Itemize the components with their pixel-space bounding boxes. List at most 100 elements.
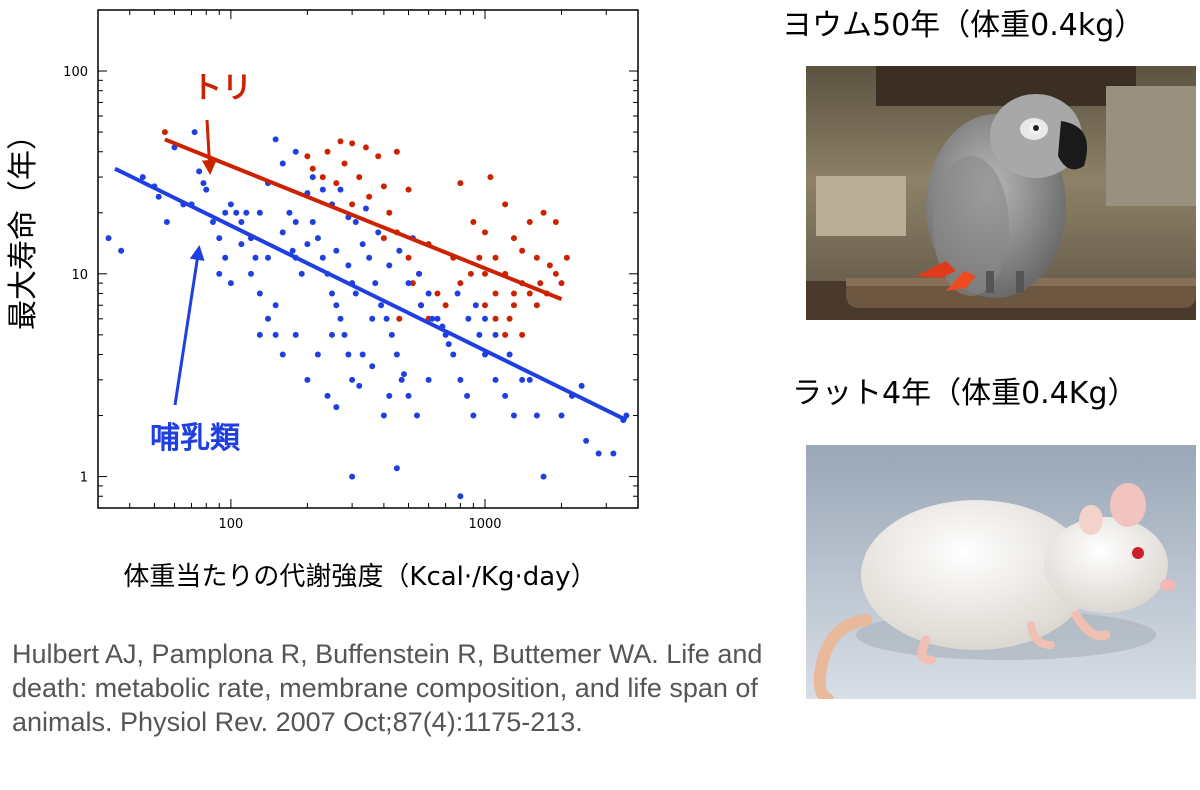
data-point-mammal — [492, 331, 499, 338]
parrot-title: ヨウム50年（体重0.4kg） — [782, 8, 1145, 43]
fit-line-mammal — [114, 166, 628, 422]
data-point-mammal — [329, 331, 336, 338]
data-point-bird — [546, 262, 553, 269]
data-point-bird — [519, 331, 526, 338]
plot-border — [97, 9, 639, 509]
data-point-mammal — [304, 241, 311, 248]
data-point-mammal — [359, 351, 366, 358]
data-point-mammal — [272, 331, 279, 338]
data-point-bird — [457, 180, 464, 187]
data-point-mammal — [286, 209, 293, 216]
x-tick-label: 100 — [218, 517, 243, 532]
data-point-bird — [333, 180, 340, 187]
data-point-mammal — [304, 376, 311, 383]
data-point-mammal — [196, 168, 203, 175]
data-point-mammal — [380, 412, 387, 419]
data-point-bird — [526, 219, 533, 226]
data-point-bird — [502, 331, 509, 338]
annotation-arrow-birds — [201, 119, 217, 175]
rat-photo — [806, 445, 1196, 699]
data-point-mammal — [359, 241, 366, 248]
data-point-bird — [533, 302, 540, 309]
data-point-mammal — [454, 290, 461, 297]
data-point-mammal — [610, 450, 617, 457]
fit-line-bird — [164, 137, 563, 302]
data-point-bird — [552, 219, 559, 226]
data-point-bird — [434, 290, 441, 297]
data-point-mammal — [314, 351, 321, 358]
data-point-mammal — [324, 392, 331, 399]
data-point-bird — [482, 229, 489, 236]
data-point-mammal — [400, 371, 407, 378]
data-point-bird — [375, 153, 382, 160]
data-point-bird — [319, 174, 326, 181]
data-point-mammal — [309, 174, 316, 181]
data-point-bird — [519, 247, 526, 254]
data-point-bird — [526, 290, 533, 297]
data-point-mammal — [405, 392, 412, 399]
x-axis-ticks: 100 1000 — [97, 10, 639, 532]
data-point-bird — [337, 138, 344, 145]
data-point-bird — [442, 302, 449, 309]
data-point-bird — [502, 201, 509, 208]
data-point-mammal — [329, 290, 336, 297]
annotation-birds: トリ — [192, 71, 252, 106]
data-point-bird — [386, 209, 393, 216]
data-point-mammal — [279, 160, 286, 167]
data-point-mammal — [362, 205, 369, 212]
data-point-mammal — [155, 193, 162, 200]
data-point-mammal — [256, 290, 263, 297]
data-point-mammal — [319, 186, 326, 193]
rat-illustration — [806, 445, 1196, 699]
data-point-mammal — [349, 473, 356, 480]
data-point-mammal — [356, 382, 363, 389]
data-point-mammal — [349, 376, 356, 383]
data-point-mammal — [418, 302, 425, 309]
data-point-mammal — [345, 351, 352, 358]
data-point-mammal — [429, 315, 436, 322]
data-point-bird — [161, 129, 168, 136]
data-point-mammal — [272, 136, 279, 143]
data-point-mammal — [118, 247, 125, 254]
data-point-mammal — [227, 280, 234, 287]
data-point-mammal — [533, 412, 540, 419]
y-axis-ticks: 1 10 100 — [63, 9, 638, 509]
data-point-mammal — [366, 254, 373, 261]
data-point-mammal — [203, 186, 210, 193]
parrot-illustration — [806, 66, 1196, 320]
data-point-mammal — [191, 129, 198, 136]
data-point-mammal — [243, 209, 250, 216]
data-point-mammal — [425, 376, 432, 383]
data-point-mammal — [163, 219, 170, 226]
data-point-mammal — [222, 209, 229, 216]
data-point-mammal — [279, 351, 286, 358]
data-point-mammal — [369, 363, 376, 370]
data-point-bird — [380, 183, 387, 190]
data-point-mammal — [238, 241, 245, 248]
data-point-bird — [506, 315, 513, 322]
data-point-mammal — [265, 315, 272, 322]
data-point-mammal — [352, 219, 359, 226]
y-axis-title: 最大寿命（年） — [6, 120, 41, 330]
data-point-mammal — [378, 302, 385, 309]
data-point-bird — [349, 140, 356, 147]
data-point-mammal — [386, 262, 393, 269]
x-tick-label: 1000 — [468, 517, 501, 532]
data-point-mammal — [457, 493, 464, 500]
data-point-mammal — [238, 219, 245, 226]
data-point-mammal — [227, 201, 234, 208]
data-point-mammal — [292, 331, 299, 338]
data-point-mammal — [583, 437, 590, 444]
data-point-mammal — [279, 229, 286, 236]
data-point-mammal — [289, 247, 296, 254]
data-point-bird — [492, 290, 499, 297]
plot-frame — [97, 9, 639, 509]
data-point-bird — [492, 315, 499, 322]
data-point-bird — [558, 280, 565, 287]
data-point-mammal — [256, 209, 263, 216]
data-point-mammal — [388, 331, 395, 338]
data-point-mammal — [476, 331, 483, 338]
data-point-mammal — [337, 315, 344, 322]
data-point-mammal — [345, 262, 352, 269]
